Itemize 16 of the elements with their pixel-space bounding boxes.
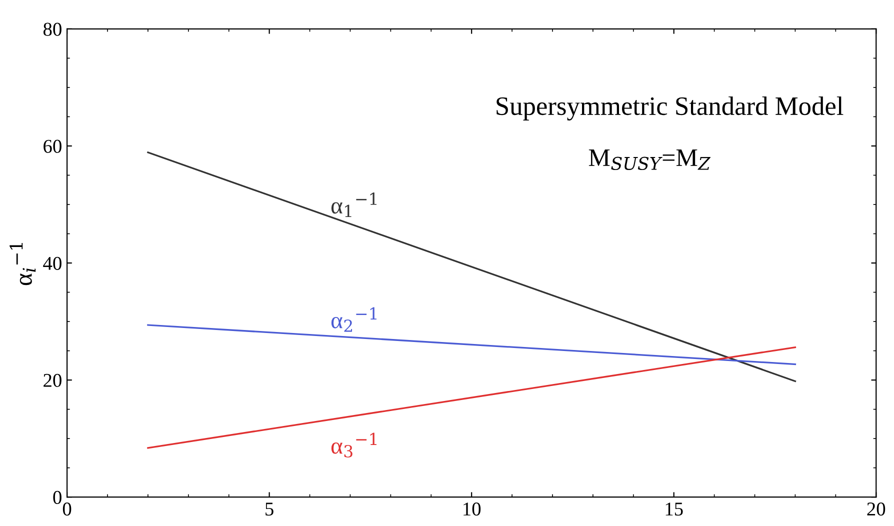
x-tick-label: 15	[666, 502, 683, 516]
y-tick-label: 20	[44, 374, 62, 387]
y-tick-label: 40	[43, 256, 62, 270]
x-tick-label: 10	[464, 502, 481, 516]
series-label: α$_{1}$$^{−1}$	[331, 192, 376, 218]
series-label: α$_{3}$$^{−1}$	[331, 432, 376, 458]
y-tick-label: 60	[44, 140, 62, 153]
x-tick-label: 0	[62, 502, 72, 516]
y-axis-title: α$_{i}$$^{−1}$	[10, 243, 36, 286]
x-tick-label: 5	[266, 502, 274, 516]
text: Supersymmetric Standard Model	[496, 96, 844, 121]
x-tick-label: 20	[867, 502, 886, 516]
series-label: α$_{2}$$^{−1}$	[331, 307, 376, 332]
y-tick-label: 80	[43, 22, 62, 36]
y-tick-label: 0	[53, 490, 62, 504]
text: M$_{SUSY}$=M$_{Z}$	[588, 150, 711, 170]
